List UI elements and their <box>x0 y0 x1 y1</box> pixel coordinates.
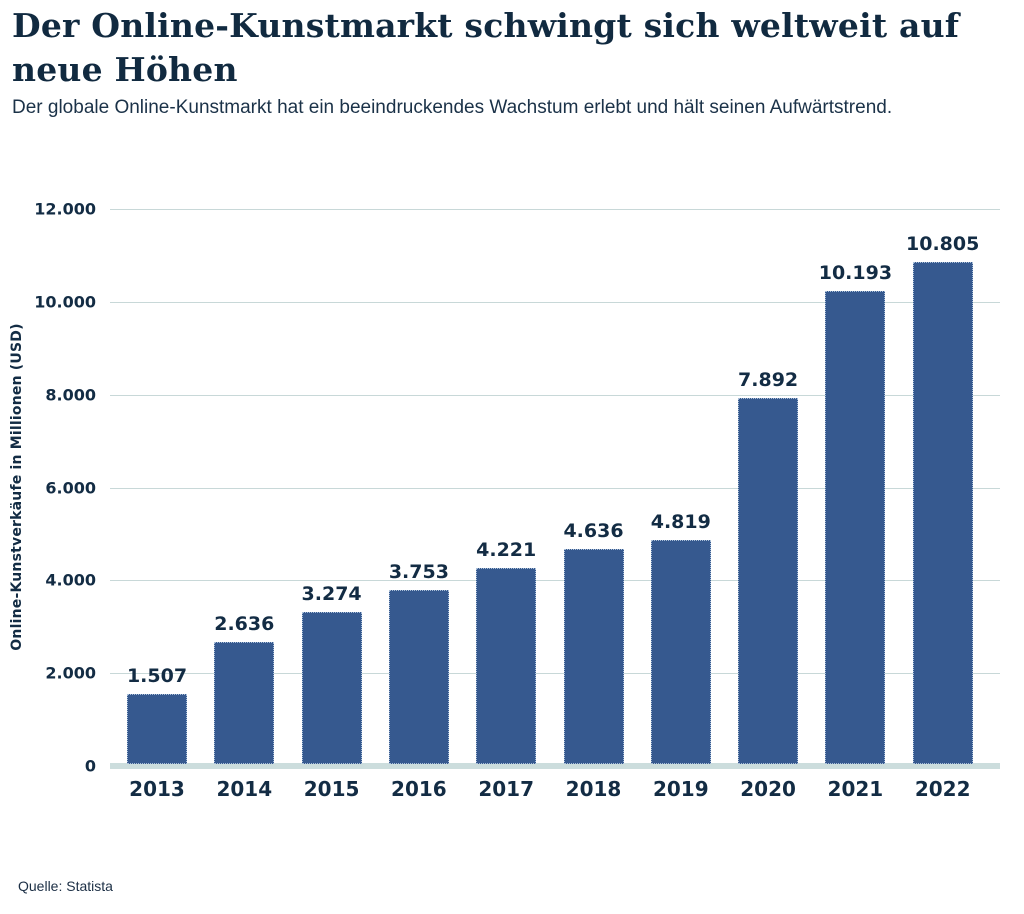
x-tick-label: 2017 <box>478 777 535 801</box>
gridline <box>110 487 1000 489</box>
gridline <box>110 673 1000 675</box>
bar-value-label: 2.636 <box>214 612 275 635</box>
bar-2015 <box>301 612 362 764</box>
bar-2016 <box>388 589 449 764</box>
x-tick-label: 2015 <box>303 777 360 801</box>
x-tick-label: 2020 <box>740 777 796 801</box>
y-tick-label: 6.000 <box>45 478 96 497</box>
y-tick-label: 0 <box>84 756 96 776</box>
x-tick-label: 2019 <box>652 777 709 801</box>
x-axis-line <box>110 763 1000 769</box>
y-tick-label: 12.000 <box>34 199 96 219</box>
source-note: Quelle: Statista <box>18 878 113 894</box>
bar-value-label: 7.892 <box>738 368 799 391</box>
y-tick-label: 4.000 <box>45 570 96 590</box>
y-tick-label: 2.000 <box>45 663 96 683</box>
bar-value-label: 1.507 <box>126 665 188 688</box>
page-title: Der Online-Kunstmarkt schwingt sich welt… <box>12 6 960 89</box>
y-tick-label: 10.000 <box>34 292 96 312</box>
bar-2019 <box>650 540 711 764</box>
x-tick-label: 2022 <box>914 777 971 801</box>
gridline <box>110 580 1000 582</box>
bar-value-label: 4.636 <box>563 519 624 542</box>
bar-2013 <box>127 694 187 764</box>
plot-area: 1.507 2.636 3.274 3.753 4.221 4.636 4.819 7.892… <box>110 207 1000 764</box>
x-tick-label: 2021 <box>827 777 884 801</box>
gridline <box>110 301 1000 303</box>
bar-2014 <box>214 641 275 764</box>
bar-2022 <box>912 262 973 764</box>
x-tick-label: 2016 <box>391 777 447 801</box>
bar-value-label: 4.221 <box>476 539 537 562</box>
bar-value-label: 10.193 <box>818 261 893 284</box>
x-tick-label: 2013 <box>129 777 185 801</box>
bar-value-label: 4.819 <box>650 511 711 534</box>
bar-2020 <box>738 397 799 764</box>
bar-value-label: 3.274 <box>301 583 362 606</box>
y-tick-label: 8.000 <box>45 385 96 405</box>
bar-value-label: 3.753 <box>388 560 449 583</box>
gridline <box>110 394 1000 396</box>
x-tick-label: 2014 <box>216 777 273 801</box>
gridline <box>110 209 1000 210</box>
bar-value-label: 10.805 <box>906 233 980 256</box>
x-tick-label: 2018 <box>565 777 622 801</box>
bar-2021 <box>825 290 886 764</box>
page-subtitle: Der globale Online-Kunstmarkt hat ein be… <box>12 97 893 118</box>
bar-2017 <box>476 568 537 764</box>
bar-2018 <box>563 548 624 764</box>
